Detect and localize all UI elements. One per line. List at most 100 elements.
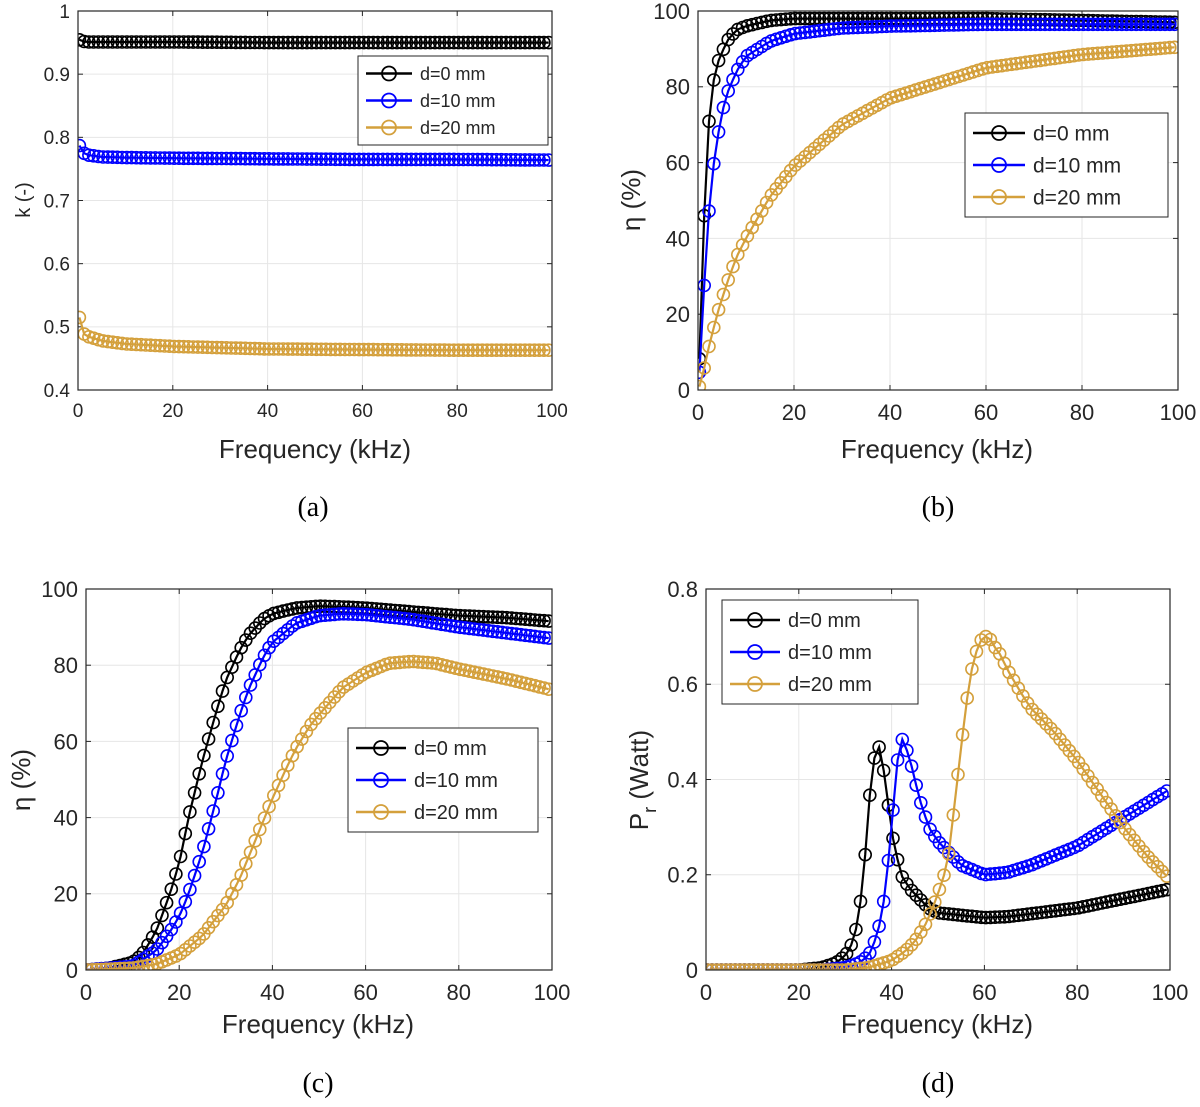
data-point xyxy=(802,11,817,26)
data-point xyxy=(234,640,248,655)
data-point xyxy=(411,613,426,628)
data-point xyxy=(937,868,951,883)
data-point xyxy=(347,35,362,50)
data-point xyxy=(527,35,542,50)
data-point xyxy=(1163,40,1177,55)
data-point xyxy=(508,35,523,50)
y-axis-label: Pr (Watt) xyxy=(624,730,660,830)
data-point xyxy=(793,11,808,26)
y-tick-label: 1 xyxy=(59,2,70,23)
data-point xyxy=(475,343,490,358)
data-point xyxy=(518,628,533,643)
data-point xyxy=(740,18,755,33)
data-point xyxy=(1062,902,1077,916)
x-tick-label: 20 xyxy=(782,400,806,425)
data-point xyxy=(388,655,402,670)
data-point xyxy=(751,963,766,970)
data-point xyxy=(178,894,193,909)
data-point xyxy=(711,302,726,317)
data-point xyxy=(243,845,258,860)
data-point xyxy=(327,599,342,614)
data-point xyxy=(397,604,412,619)
data-point xyxy=(527,153,542,167)
data-point xyxy=(1119,17,1134,32)
data-point xyxy=(120,35,134,49)
data-point xyxy=(726,259,740,274)
data-point xyxy=(206,715,220,730)
x-tick-label: 80 xyxy=(447,980,471,1005)
data-point xyxy=(143,338,158,353)
data-point xyxy=(765,963,780,970)
legend: d=0 mm d=10 mm d=20 mm xyxy=(357,55,549,146)
data-point xyxy=(476,667,491,681)
data-point xyxy=(759,14,774,29)
plot-series xyxy=(86,599,552,970)
data-point xyxy=(157,35,172,49)
series-line-1 xyxy=(78,145,549,162)
data-point xyxy=(495,625,509,640)
data-point xyxy=(103,962,118,970)
data-point xyxy=(872,740,886,754)
data-point xyxy=(411,655,426,669)
data-point xyxy=(1052,17,1067,32)
data-point xyxy=(779,963,794,970)
data-point xyxy=(234,868,248,882)
data-point xyxy=(499,626,514,640)
data-point xyxy=(173,849,188,864)
data-point xyxy=(728,963,742,970)
data-point xyxy=(951,767,965,782)
data-point xyxy=(788,158,803,172)
data-point xyxy=(872,919,886,934)
data-point xyxy=(1076,899,1090,914)
data-point xyxy=(886,803,900,817)
data-point xyxy=(489,35,504,50)
data-point xyxy=(347,152,362,167)
data-point xyxy=(295,342,310,357)
data-point xyxy=(522,343,537,358)
series-line-2 xyxy=(78,317,549,352)
data-point xyxy=(706,963,719,970)
x-tick-label: 20 xyxy=(162,401,183,422)
data-point xyxy=(927,18,942,33)
data-point xyxy=(812,23,827,38)
data-point xyxy=(1153,17,1167,32)
caption-b: (b) xyxy=(921,492,955,523)
data-point xyxy=(211,785,225,800)
data-point xyxy=(148,338,163,353)
data-point xyxy=(86,35,101,49)
data-point xyxy=(229,151,243,166)
data-point xyxy=(214,340,229,355)
data-point xyxy=(136,959,151,970)
data-point xyxy=(120,150,134,165)
data-point xyxy=(798,25,812,40)
data-point xyxy=(451,343,466,358)
data-point xyxy=(423,152,438,167)
data-point xyxy=(432,343,447,357)
data-point xyxy=(541,153,552,167)
data-point xyxy=(215,902,230,917)
data-point xyxy=(229,35,243,50)
data-point xyxy=(176,339,191,354)
data-point xyxy=(495,610,509,625)
data-point xyxy=(1067,901,1081,916)
data-point xyxy=(1146,855,1160,869)
data-point xyxy=(215,684,230,698)
data-point xyxy=(1071,48,1086,62)
data-point xyxy=(341,607,356,621)
data-point xyxy=(714,963,729,970)
data-point xyxy=(1143,17,1158,32)
data-point xyxy=(537,35,551,50)
data-point xyxy=(281,152,295,166)
data-point xyxy=(1043,17,1057,32)
series-line-0 xyxy=(698,17,1175,359)
data-point xyxy=(475,35,490,50)
data-point xyxy=(798,150,812,164)
data-point xyxy=(159,895,174,910)
data-point xyxy=(229,341,243,355)
y-tick-label: 80 xyxy=(666,75,690,100)
data-point xyxy=(150,921,165,935)
data-point xyxy=(802,25,817,39)
data-point xyxy=(173,906,188,921)
data-point xyxy=(941,907,956,921)
data-point xyxy=(1039,716,1053,731)
